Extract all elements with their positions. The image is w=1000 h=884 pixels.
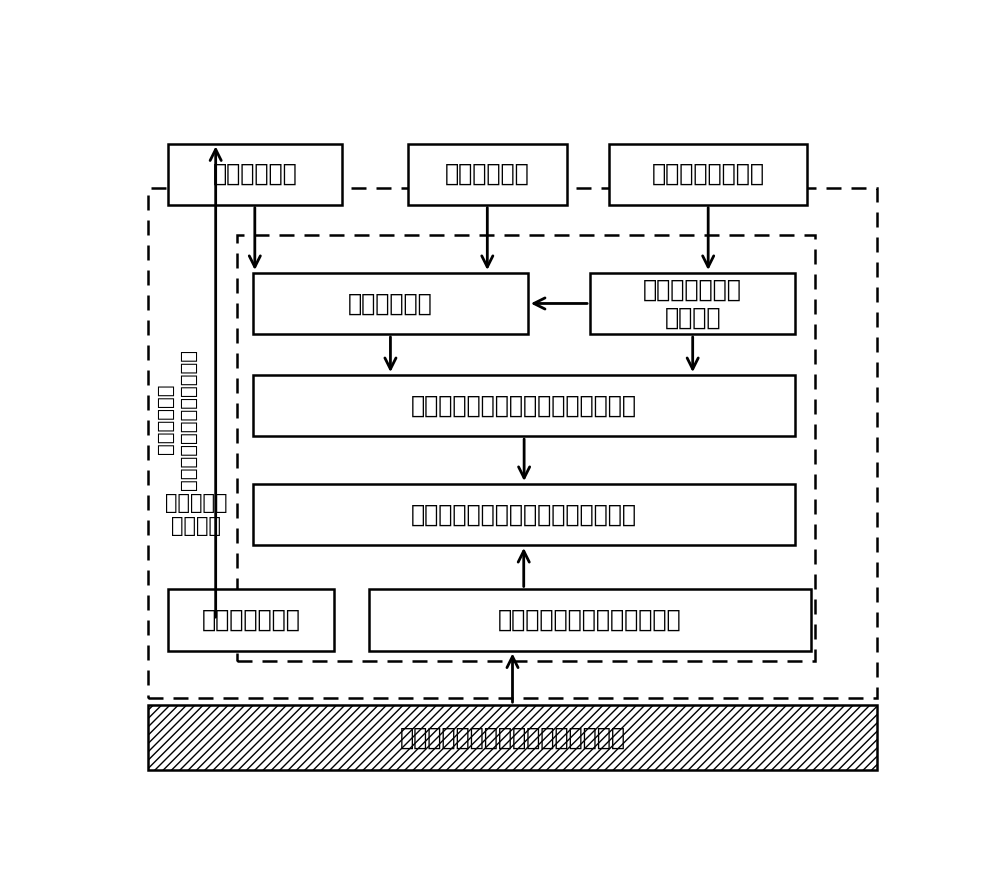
Text: 行驶方向信息: 行驶方向信息 — [156, 384, 175, 454]
Bar — [253, 375, 795, 436]
Bar — [168, 143, 342, 205]
Text: 激光雷达检测模块: 激光雷达检测模块 — [652, 162, 765, 187]
Text: 车辆传感器模块: 车辆传感器模块 — [202, 608, 300, 632]
Text: （里程、速度、行驶方向）: （里程、速度、行驶方向） — [179, 348, 198, 490]
Text: 信息融合与
检测模块: 信息融合与 检测模块 — [165, 493, 228, 536]
Text: 车辆平台（车辆自身、供电系统等）: 车辆平台（车辆自身、供电系统等） — [400, 726, 626, 750]
Text: 车载计算处理与数据存储平台: 车载计算处理与数据存储平台 — [498, 608, 682, 632]
Text: 定位信息融合: 定位信息融合 — [348, 292, 433, 316]
Text: 卫星定位模块: 卫星定位模块 — [445, 162, 530, 187]
Text: 自主定位模块: 自主定位模块 — [212, 162, 297, 187]
Bar — [253, 273, 528, 334]
Bar — [148, 187, 877, 698]
Bar — [369, 590, 811, 651]
Bar — [253, 484, 795, 545]
Bar — [148, 705, 877, 770]
Bar — [408, 143, 567, 205]
Bar — [237, 235, 815, 661]
Text: 基于点云的检测信息融合与场景重构: 基于点云的检测信息融合与场景重构 — [411, 393, 637, 417]
Text: 点云数据存储与
分析处理: 点云数据存储与 分析处理 — [643, 278, 742, 330]
Text: 基于点云特征的隧道灾害检测与评估: 基于点云特征的隧道灾害检测与评估 — [411, 502, 637, 527]
Bar — [609, 143, 807, 205]
Bar — [168, 590, 334, 651]
Bar — [590, 273, 795, 334]
